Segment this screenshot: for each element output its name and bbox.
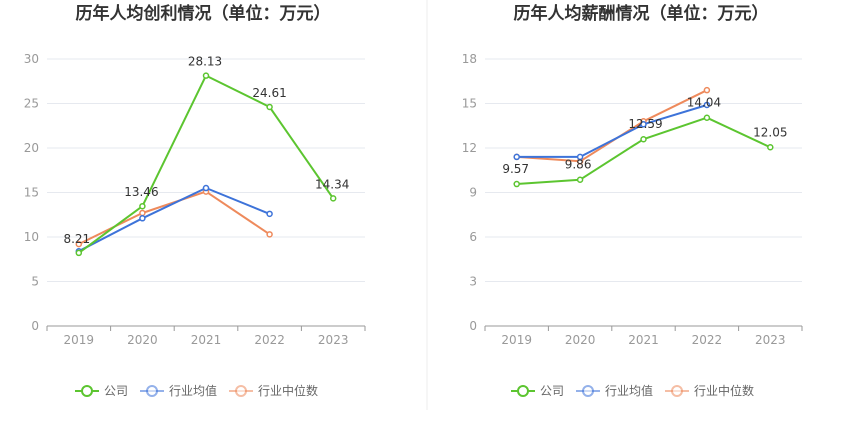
series-industry_avg	[513, 101, 711, 161]
data-point-industry_avg[interactable]	[266, 210, 273, 218]
y-tick-label: 20	[24, 141, 39, 155]
y-tick-label: 30	[24, 52, 39, 66]
data-label: 14.34	[315, 177, 349, 191]
legend-item-industry_median[interactable]: 行业中位数	[665, 383, 754, 398]
data-point-industry_median[interactable]	[266, 231, 273, 238]
x-tick-label: 2022	[254, 333, 285, 347]
legend-swatch-marker	[146, 385, 158, 397]
data-label: 9.86	[565, 158, 592, 172]
x-tick-label: 2019	[64, 333, 95, 347]
x-tick-label: 2021	[628, 333, 659, 347]
legend-label: 行业中位数	[694, 383, 754, 398]
series-company: 9.57 9.86 12.59 14.04 12.05	[502, 96, 787, 188]
y-tick-label: 10	[24, 230, 39, 244]
legend-label: 行业均值	[605, 383, 653, 398]
data-point-company[interactable]	[767, 144, 774, 151]
series-line-industry_median	[516, 89, 708, 163]
x-tick-label: 2022	[692, 333, 723, 347]
data-point-industry_avg[interactable]	[576, 153, 584, 161]
legend-label: 公司	[104, 384, 128, 398]
series-company: 8.21 13.46 28.13 24.61 14.34	[63, 55, 349, 257]
y-tick-label: 3	[469, 275, 477, 289]
y-tick-label: 15	[462, 97, 477, 111]
legend-item-company[interactable]: 公司	[511, 384, 564, 398]
data-point-industry_avg[interactable]	[640, 121, 647, 128]
legend-swatch-marker	[81, 385, 93, 397]
legend-swatch-marker	[582, 385, 594, 397]
x-tick-label: 2020	[127, 333, 158, 347]
data-label: 9.57	[502, 162, 529, 176]
data-point-company[interactable]	[266, 103, 273, 111]
x-tick-label: 2020	[565, 333, 596, 347]
data-point-company[interactable]	[202, 72, 210, 79]
legend-label: 公司	[540, 384, 564, 398]
data-label: 24.61	[252, 86, 286, 100]
data-point-industry_avg[interactable]	[703, 101, 711, 109]
x-tick-label: 2019	[501, 333, 532, 347]
y-tick-label: 0	[31, 319, 39, 333]
data-point-company[interactable]	[329, 195, 337, 202]
legend-item-company[interactable]: 公司	[75, 384, 128, 398]
data-point-industry_avg[interactable]	[513, 153, 520, 161]
data-label: 28.13	[188, 55, 222, 69]
chart-title: 历年人均创利情况（单位：万元）	[76, 3, 331, 24]
series-industry_avg	[75, 184, 273, 255]
legend-swatch-marker	[671, 385, 683, 397]
data-point-company[interactable]	[139, 202, 146, 210]
legend-label: 行业均值	[169, 383, 217, 398]
legend: 公司 行业均值 行业中位数	[75, 383, 318, 398]
y-tick-label: 9	[469, 186, 477, 200]
data-label: 12.05	[753, 125, 787, 139]
chart-1: 历年人均创利情况（单位：万元） 0 5 10 15 20 25 30 2019 2020 2021 2…	[24, 3, 366, 398]
data-point-industry_median[interactable]	[139, 209, 146, 217]
y-tick-label: 15	[24, 186, 39, 200]
y-tick-label: 0	[469, 319, 477, 333]
chart-title: 历年人均薪酬情况（单位：万元）	[514, 3, 769, 24]
y-tick-label: 12	[462, 141, 477, 155]
data-label: 13.46	[124, 185, 158, 199]
x-tick-label: 2023	[755, 333, 786, 347]
data-point-industry_avg[interactable]	[202, 184, 210, 192]
legend-item-industry_avg[interactable]: 行业均值	[140, 383, 217, 398]
data-point-company[interactable]	[75, 249, 83, 257]
data-point-company[interactable]	[703, 114, 711, 121]
chart-2: 历年人均薪酬情况（单位：万元） 0 3 6 9 12 15 18 2019 2020 2021 202…	[462, 3, 803, 398]
series-line-industry_avg	[78, 187, 270, 253]
data-label: 12.59	[628, 117, 662, 131]
legend-label: 行业中位数	[258, 383, 318, 398]
x-tick-label: 2023	[318, 333, 349, 347]
y-tick-label: 25	[24, 97, 39, 111]
series-line-industry_avg	[516, 104, 708, 158]
legend-swatch-marker	[517, 385, 529, 397]
y-tick-label: 5	[31, 275, 39, 289]
legend-item-industry_avg[interactable]: 行业均值	[576, 383, 653, 398]
data-point-industry_median[interactable]	[703, 86, 711, 94]
data-label: 14.04	[687, 96, 721, 110]
x-tick-label: 2021	[191, 333, 222, 347]
data-label: 8.21	[63, 232, 90, 246]
data-point-company[interactable]	[513, 180, 520, 188]
data-point-industry_avg[interactable]	[139, 215, 146, 222]
data-point-company[interactable]	[576, 176, 584, 183]
y-tick-label: 18	[462, 52, 477, 66]
legend-swatch-marker	[235, 385, 247, 397]
legend: 公司 行业均值 行业中位数	[511, 383, 754, 398]
data-point-company[interactable]	[640, 135, 647, 143]
data-point-industry_median[interactable]	[75, 240, 83, 248]
legend-item-industry_median[interactable]: 行业中位数	[229, 383, 318, 398]
y-tick-label: 6	[469, 230, 477, 244]
